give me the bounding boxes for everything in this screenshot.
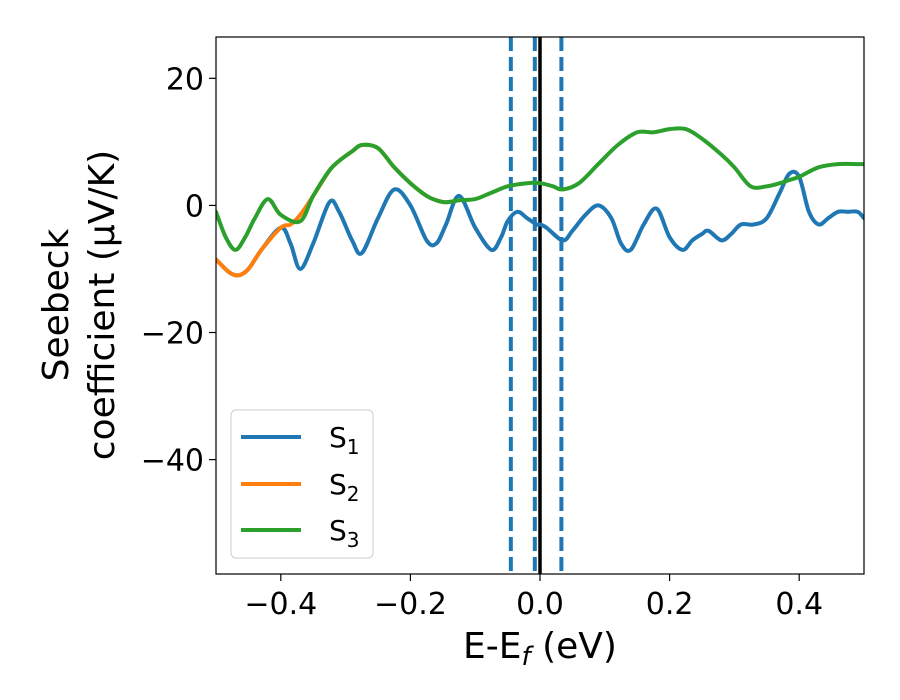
y-tick-label: 20 (166, 62, 204, 97)
legend-label-s2-sub: 2 (347, 482, 360, 506)
series-lines (216, 126, 864, 278)
x-axis-label-main: E-E (463, 626, 521, 667)
y-tick-label: −40 (141, 444, 204, 479)
y-axis-label: Seebeck coefficient (μV/K) (36, 150, 123, 460)
legend-label-s2: S2 (329, 468, 360, 506)
y-axis-ticks: 20 0 −20 −40 (141, 62, 216, 479)
x-axis-label-unit: (eV) (531, 626, 617, 667)
legend-label-s1: S1 (329, 421, 360, 459)
x-tick-label: 0.4 (775, 587, 823, 622)
y-tick-label: −20 (141, 317, 204, 352)
x-tick-label: 0.2 (646, 587, 694, 622)
x-axis-ticks: −0.4 −0.2 0.0 0.2 0.4 (244, 574, 823, 622)
y-tick-label: 0 (185, 189, 204, 224)
legend-frame (230, 409, 374, 559)
x-tick-label: 0.0 (516, 587, 564, 622)
legend-label-s1-sub: 1 (347, 435, 360, 459)
y-axis-label-line1: Seebeck (36, 228, 77, 381)
legend-label-s3-name: S (329, 514, 347, 547)
vertical-lines (508, 37, 564, 574)
x-tick-label: −0.4 (244, 587, 317, 622)
legend: S1 S2 S3 (230, 409, 374, 559)
legend-label-s2-name: S (329, 468, 347, 501)
y-axis-label-line2: coefficient (μV/K) (82, 150, 123, 460)
x-tick-label: −0.2 (374, 587, 447, 622)
series-line-s3 (216, 126, 864, 252)
x-axis-label: E-Ef (eV) (463, 626, 617, 672)
plot-area (216, 37, 864, 574)
legend-label-s3: S3 (329, 514, 360, 552)
legend-label-s1-name: S (329, 421, 347, 454)
legend-label-s3-sub: 3 (347, 528, 360, 552)
series-line-s1 (216, 169, 864, 278)
